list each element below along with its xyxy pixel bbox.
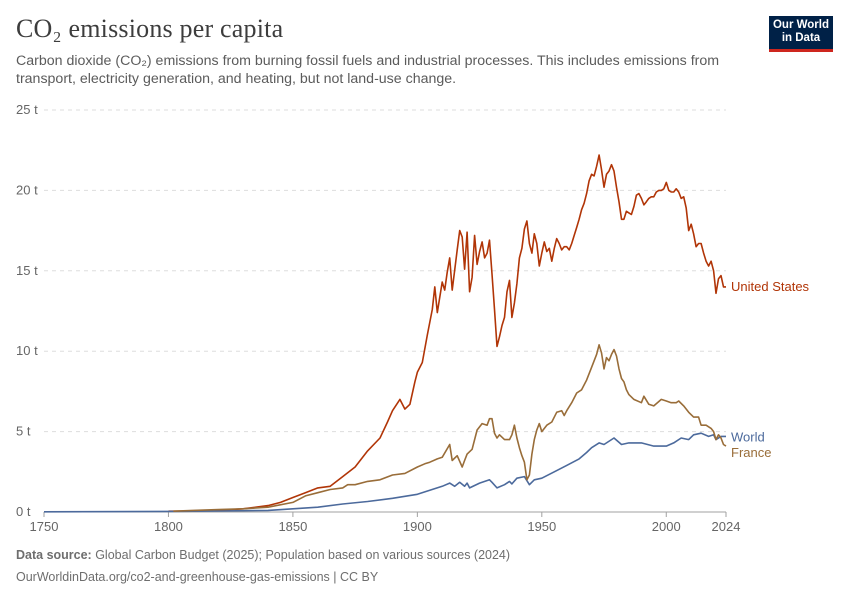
y-tick-label: 10 t (16, 343, 38, 358)
source-url[interactable]: OurWorldinData.org/co2-and-greenhouse-ga… (16, 570, 379, 584)
chart-title: CO₂ emissions per capita (16, 14, 284, 43)
data-source-text: Global Carbon Budget (2025); Population … (91, 548, 511, 562)
x-tick-label: 2024 (712, 519, 741, 534)
data-source-label: Data source: (16, 548, 92, 562)
series-label-world: World (731, 429, 765, 444)
x-tick-label: 2000 (652, 519, 681, 534)
chart-subtitle: Carbon dioxide (CO₂) emissions from burn… (16, 53, 720, 87)
x-axis-ticks: 1750 1800 1850 1900 1950 2000 2024 (30, 512, 741, 534)
series-line-world (43, 432, 726, 513)
y-axis-ticks: 0 t 5 t 10 t 15 t 20 t 25 t (16, 102, 38, 519)
x-tick-label: 1750 (30, 519, 59, 534)
y-tick-label: 5 t (16, 424, 31, 439)
x-tick-label: 1900 (403, 519, 432, 534)
data-source: Data source: Global Carbon Budget (2025)… (16, 548, 510, 562)
series-label-france: France (731, 445, 771, 460)
y-tick-label: 0 t (16, 504, 31, 519)
logo-line-1: Our World (772, 19, 829, 31)
gridlines (44, 109, 726, 513)
y-tick-label: 15 t (16, 263, 38, 278)
series-label-united-states: United States (731, 279, 810, 294)
y-tick-label: 20 t (16, 182, 38, 197)
owid-logo[interactable]: Our World in Data (769, 16, 833, 52)
series-lines (43, 154, 727, 513)
line-chart: 0 t5 t10 t15 t20 t25 t 1750 1800 1850 1900 1… (16, 102, 810, 534)
series-line-united-states (168, 154, 726, 512)
x-tick-label: 1800 (154, 519, 183, 534)
series-line-france (173, 344, 727, 512)
y-tick-label: 25 t (16, 102, 38, 117)
x-tick-label: 1950 (527, 519, 556, 534)
x-tick-label: 1850 (278, 519, 307, 534)
logo-line-2: in Data (781, 32, 821, 44)
